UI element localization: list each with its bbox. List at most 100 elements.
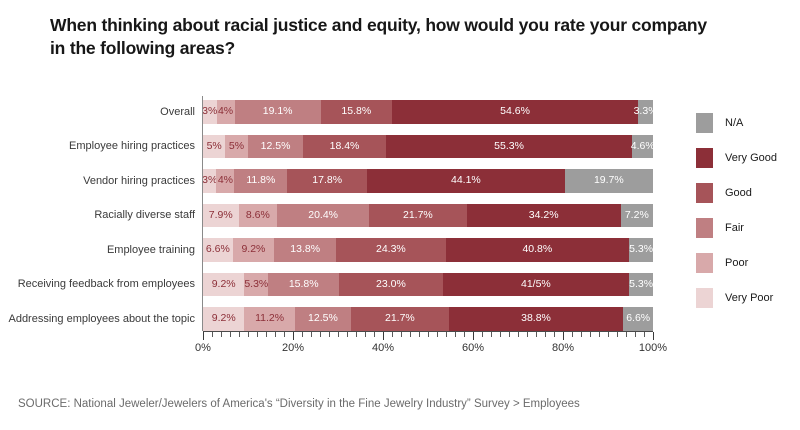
axis-tick [653,332,655,340]
axis-tick [464,332,465,337]
bar-segment-value: 11.2% [255,312,285,325]
bar-segment: 9.2% [203,307,245,331]
bar-segment: 55.3% [385,134,633,158]
axis-tick [302,332,303,337]
bar-segment-value: 4.6% [630,139,655,152]
axis-tick [275,332,276,337]
axis-tick [644,332,645,337]
axis-tick-label: 20% [281,342,305,354]
axis-tick [473,332,475,340]
legend-swatch [696,218,713,238]
bar-segment-value: 21.7% [402,208,433,221]
axis-tick [545,332,546,337]
bar-segment-value: 12.5% [308,312,338,325]
bar-segment: 5.3% [629,238,653,262]
axis-tick [536,332,537,337]
bar-segment-value: 4% [217,174,233,187]
axis-tick [293,332,295,340]
bar-segment-value: 5.3% [629,277,654,290]
axis-tick-label: 60% [461,342,485,354]
stacked-bar: 9.2% 11.2% 12.5% 21.7% 38.8% 6.6% [203,307,654,331]
chart-title-line-2: in the following areas? [50,38,236,58]
bar-segment: 13.8% [274,238,337,262]
stacked-bar: 3% 4% 11.8% 17.8% 44.1% 19.7% [202,169,653,193]
bar-segment-value: 15.8% [341,105,372,118]
bar-segment: 7.2% [620,203,654,227]
axis-tick [311,332,312,337]
bar-segment: 44.1% [367,169,565,193]
bar-row: Employee training 6.6% 9.2% 13.8% 24.3% 40.8%… [0,238,660,262]
axis-tick [518,332,519,337]
axis-tick [554,332,555,337]
axis-tick [365,332,366,337]
bar-row: Receiving feedback from employees 9.2% 5.3… [0,272,660,296]
legend-item: Fair [696,218,777,238]
axis-tick [500,332,501,337]
bar-segment: 4% [216,100,235,124]
axis-tick-label: 40% [371,342,395,354]
stacked-bar: 7.9% 8.6% 20.4% 21.7% 34.2% 7.2% [203,203,654,227]
source-note: SOURCE: National Jeweler/Jewelers of Ame… [18,398,580,410]
bar-segment: 5% [203,134,226,158]
legend-label: Poor [725,257,749,269]
axis-tick [356,332,357,337]
bar-segment: 5.3% [629,272,654,296]
bar-segment: 40.8% [445,238,630,262]
bar-segment-value: 19.7% [593,174,624,187]
axis-tick [383,332,385,340]
bar-segment: 8.6% [238,203,278,227]
bar-segment-value: 34.2% [528,208,559,221]
bar-segment: 6.6% [203,238,233,262]
bar-segment-value: 17.8% [312,174,343,187]
axis-tick [329,332,330,337]
bar-segment-value: 9.2% [211,277,236,290]
axis-tick [374,332,375,337]
axis-tick [338,332,339,337]
bar-segment: 18.4% [303,134,386,158]
bar-segment: 12.5% [247,134,304,158]
axis-tick [203,332,205,340]
bar-segment: 9.2% [203,272,245,296]
bar-segment-value: 19.1% [262,105,293,118]
legend-item: Very Poor [696,288,777,308]
stacked-bar: 9.2% 5.3% 15.8% 23.0% 41/5% 5.3% [203,272,654,296]
stacked-bar: 5% 5% 12.5% 18.4% 55.3% 4.6% [203,134,655,158]
axis-tick [581,332,582,337]
bar-segment-value: 54.6% [500,105,530,118]
stacked-bar: 3% 4% 19.1% 15.8% 54.6% 3.3% [202,100,658,124]
bar-segment: 19.1% [234,100,321,124]
legend-label: N/A [725,117,744,129]
axis-tick [599,332,600,337]
axis-tick [617,332,618,337]
bar-segment: 34.2% [466,203,621,227]
bar-segment: 5% [225,134,248,158]
bar-segment-value: 7.2% [624,208,649,221]
axis-tick [230,332,231,337]
bar-segment-value: 6.6% [626,312,651,325]
bar-segment: 54.6% [391,100,639,124]
axis-tick [572,332,573,337]
legend-label: Very Good [725,152,777,164]
row-label: Racially diverse staff [94,209,195,222]
bar-segment-value: 13.8% [290,243,321,256]
bar-segment: 12.5% [294,307,352,331]
row-label: Employee hiring practices [69,140,195,153]
legend-swatch [696,113,713,133]
bar-segment-value: 5.3% [244,277,269,290]
bar-segment: 9.2% [232,238,275,262]
bar-segment-value: 11.8% [246,174,276,187]
bar-segment: 4% [216,169,235,193]
axis-tick [437,332,438,337]
bar-segment-value: 38.8% [521,312,551,325]
bar-segment: 3% [202,169,217,193]
axis-tick [635,332,636,337]
axis-tick [392,332,393,337]
bar-segment: 21.7% [351,307,449,331]
bar-segment: 5.3% [244,272,269,296]
bar-segment: 11.2% [244,307,295,331]
axis-tick [446,332,447,337]
chart-title-line-1: When thinking about racial justice and e… [50,15,707,35]
bar-segment-value: 44.1% [450,174,481,187]
bar-segment: 20.4% [277,203,370,227]
axis-tick [284,332,285,337]
